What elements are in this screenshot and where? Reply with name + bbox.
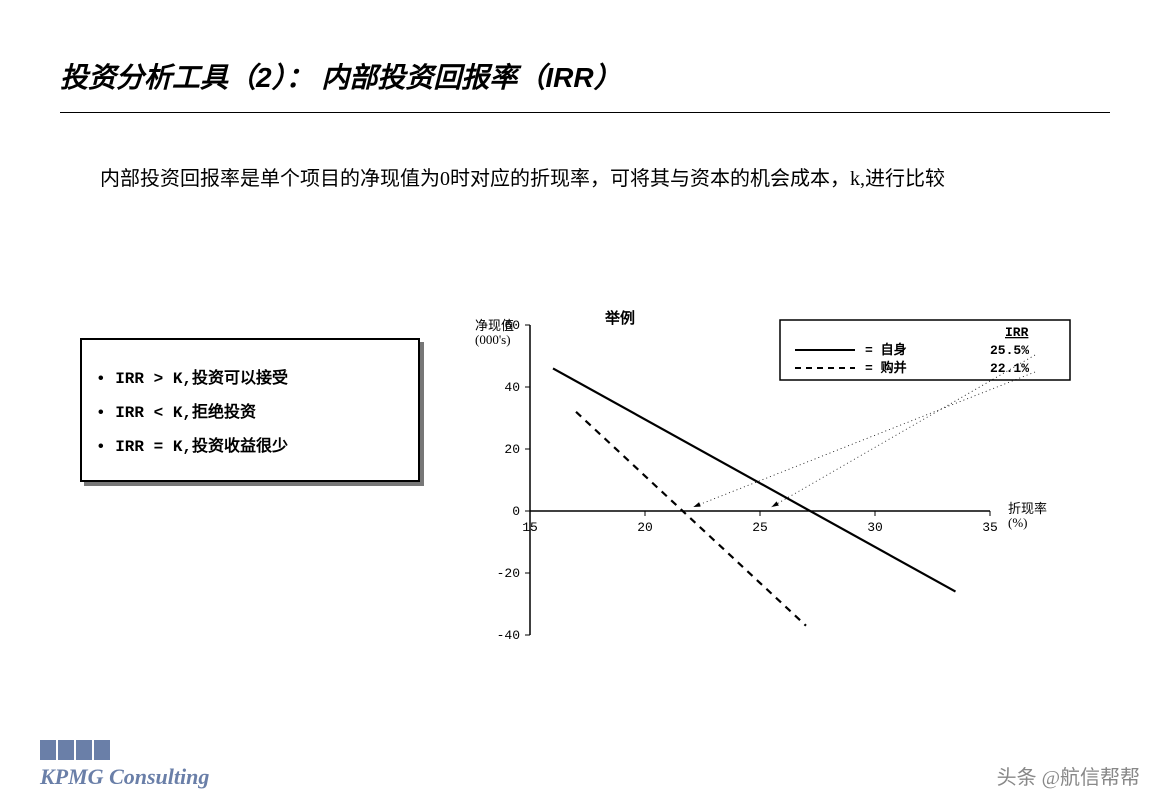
svg-text:15: 15 bbox=[522, 520, 538, 535]
svg-text:-20: -20 bbox=[497, 566, 520, 581]
svg-text:22.1%: 22.1% bbox=[990, 361, 1029, 376]
footer-logo: KPMG Consulting bbox=[40, 740, 209, 790]
rule-item: • IRR > K,投资可以接受 bbox=[96, 364, 404, 388]
svg-text:20: 20 bbox=[637, 520, 653, 535]
title-rule bbox=[60, 112, 1110, 113]
svg-text:40: 40 bbox=[504, 380, 520, 395]
watermark: 头条 @航信帮帮 bbox=[997, 761, 1140, 790]
brand-name: KPMG bbox=[40, 764, 104, 789]
brand-sub: Consulting bbox=[109, 764, 209, 789]
rule-item: • IRR < K,拒绝投资 bbox=[96, 398, 404, 422]
svg-text:25: 25 bbox=[752, 520, 768, 535]
svg-text:30: 30 bbox=[867, 520, 883, 535]
irr-chart: -40-2002040601520253035净现值(000's)折现率(%)举… bbox=[440, 305, 1140, 705]
subtitle-text: 内部投资回报率是单个项目的净现值为0时对应的折现率，可将其与资本的机会成本，k,… bbox=[0, 123, 1170, 195]
svg-text:35: 35 bbox=[982, 520, 998, 535]
svg-text:(000's): (000's) bbox=[475, 332, 511, 347]
svg-text:25.5%: 25.5% bbox=[990, 343, 1029, 358]
rules-box: • IRR > K,投资可以接受 • IRR < K,拒绝投资 • IRR = K,… bbox=[80, 338, 420, 482]
svg-text:折现率: 折现率 bbox=[1008, 501, 1047, 516]
svg-text:0: 0 bbox=[512, 504, 520, 519]
svg-text:-40: -40 bbox=[497, 628, 520, 643]
svg-text:= 购并: = 购并 bbox=[865, 360, 907, 376]
page-title: 投资分析工具（2）： 内部投资回报率（IRR） bbox=[60, 56, 1110, 96]
rule-item: • IRR = K,投资收益很少 bbox=[96, 432, 404, 456]
svg-text:IRR: IRR bbox=[1005, 325, 1029, 340]
svg-text:(%): (%) bbox=[1008, 515, 1028, 530]
svg-text:20: 20 bbox=[504, 442, 520, 457]
svg-text:净现值: 净现值 bbox=[475, 318, 514, 333]
svg-text:举例: 举例 bbox=[604, 309, 635, 327]
logo-boxes bbox=[40, 740, 209, 760]
svg-text:= 自身: = 自身 bbox=[865, 342, 907, 358]
